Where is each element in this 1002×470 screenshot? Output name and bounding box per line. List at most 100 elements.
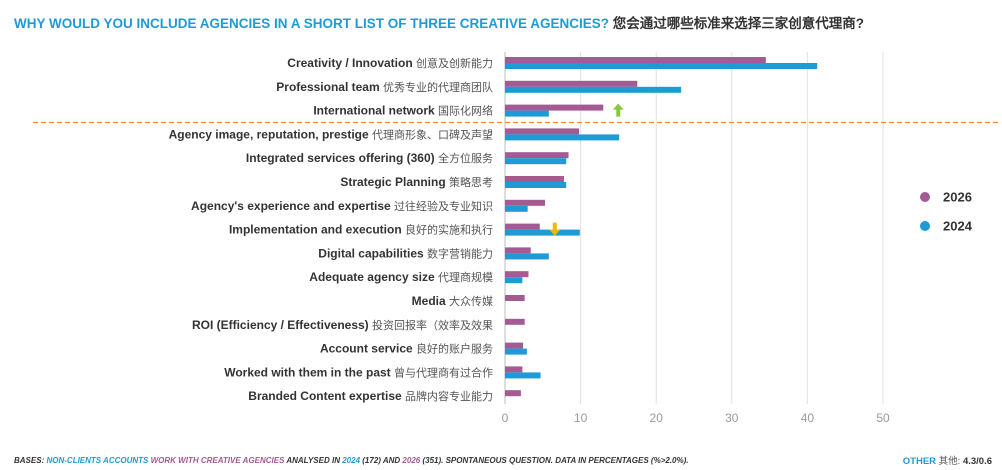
category-label: Adequate agency size 代理商规模 [309, 270, 493, 284]
category-label-zh: 过往经验及专业知识 [394, 199, 493, 213]
category-label-zh: 策略思考 [449, 175, 493, 189]
category-label-en: International network [313, 104, 438, 118]
other-value: 4.3/0.6 [962, 456, 992, 467]
chart-title-en: WHY WOULD YOU INCLUDE AGENCIES IN A SHOR… [14, 16, 610, 31]
footer-year-2026: 2026 [402, 456, 421, 465]
category-label: Creativity / Innovation 创意及创新能力 [287, 56, 493, 70]
category-label: Implementation and execution 良好的实施和执行 [229, 223, 493, 237]
category-label: Media 大众传媒 [412, 294, 493, 308]
bar-2026 [505, 176, 564, 182]
chart-title-zh: 您会通过哪些标准来选择三家创意代理商? [612, 16, 865, 31]
category-label-en: Professional team [276, 80, 383, 94]
footer-year-2024: 2024 [342, 456, 361, 465]
bar-2026 [505, 152, 569, 159]
bar-2026 [505, 271, 529, 278]
category-label-zh: 代理商规模 [438, 270, 493, 284]
category-label: International network 国际化网络 [313, 104, 493, 118]
footer-bases: BASES: NON-CLIENTS ACCOUNTS WORK WITH CR… [14, 456, 689, 465]
bar-2024 [505, 253, 549, 260]
legend-label-2024: 2024 [943, 219, 973, 234]
footer-other: OTHER 其他: 4.3/0.6 [903, 453, 992, 467]
category-label: Agency image, reputation, prestige 代理商形象… [169, 127, 493, 141]
category-label-en: Account service [320, 342, 416, 356]
bar-2026 [505, 80, 638, 87]
bar-2024 [505, 229, 580, 236]
bar-2024 [505, 63, 818, 69]
category-label-en: Implementation and execution [229, 223, 405, 237]
footer-n-2026: (351). SPONTANEOUS QUESTION. DATA IN PER… [422, 456, 689, 465]
trend-arrow-down-icon [549, 222, 561, 236]
category-label-zh: 国际化网络 [438, 104, 493, 118]
x-tick-label: 40 [801, 411, 815, 425]
category-label-en: Integrated services offering (360) [246, 151, 438, 165]
bar-2026 [505, 128, 580, 135]
bar-2026 [505, 295, 525, 301]
footer-work-with: WORK WITH CREATIVE AGENCIES [150, 456, 285, 465]
bar-2024 [505, 110, 549, 117]
chart-title: WHY WOULD YOU INCLUDE AGENCIES IN A SHOR… [14, 12, 994, 32]
bar-2026 [505, 390, 521, 397]
bar-2026 [505, 318, 525, 325]
category-label-en: Agency image, reputation, prestige [169, 127, 372, 141]
category-label-zh: 数字营销能力 [427, 246, 493, 260]
bar-chart: 0 10 20 30 40 50 Creativity / Innovation 创意及创新… [33, 52, 1000, 425]
category-label-zh: 创意及创新能力 [416, 56, 493, 70]
bar-2024 [505, 86, 682, 93]
footer-analysed-in: ANALYSED IN [286, 456, 340, 465]
category-label-en: Creativity / Innovation [287, 56, 416, 70]
x-tick-label: 20 [650, 411, 664, 425]
legend-label-2026: 2026 [943, 190, 972, 205]
bar-2024 [505, 348, 527, 355]
bar-2024 [505, 182, 567, 188]
category-label-en: Worked with them in the past [224, 365, 394, 379]
x-tick-label: 10 [574, 411, 588, 425]
bar-2024 [505, 205, 528, 212]
category-label-zh: 全方位服务 [438, 151, 493, 165]
category-label-en: ROI (Efficiency / Effectiveness) [192, 318, 372, 332]
category-label: Digital capabilities 数字营销能力 [318, 246, 493, 260]
category-label: Strategic Planning 策略思考 [340, 175, 493, 189]
bar-2024 [505, 158, 567, 165]
category-label-zh: 品牌内容专业能力 [405, 389, 493, 403]
category-label-en: Branded Content expertise [248, 389, 405, 403]
legend-marker-2024 [920, 221, 930, 231]
category-label-zh: 投资回报率（效率及效果 [372, 318, 493, 332]
bar-2024 [505, 277, 523, 284]
bar-2024 [505, 372, 541, 379]
category-label-zh: 代理商形象、口碑及声望 [372, 127, 493, 141]
other-zh: 其他: [938, 456, 961, 467]
category-label: Branded Content expertise 品牌内容专业能力 [248, 389, 493, 403]
category-label: Integrated services offering (360) 全方位服务 [246, 151, 493, 165]
footer-non-clients: NON-CLIENTS ACCOUNTS [46, 456, 149, 465]
other-label: OTHER [902, 456, 937, 467]
bar-2026 [505, 342, 524, 349]
bar-2024 [505, 134, 620, 141]
footer-n-2024: (172) AND [362, 456, 401, 465]
bar-2026 [505, 366, 523, 373]
x-tick-label: 50 [876, 411, 890, 425]
bar-2026 [505, 247, 531, 254]
category-label-zh: 良好的账户服务 [416, 342, 493, 356]
bar-2026 [505, 57, 766, 63]
category-label: Agency's experience and expertise 过往经验及专… [191, 199, 493, 213]
category-label-en: Media [412, 294, 449, 308]
category-label-zh: 大众传媒 [449, 294, 493, 308]
x-tick-label: 30 [725, 411, 739, 425]
footer-bases-label: BASES: [14, 456, 45, 465]
category-label: Worked with them in the past 曾与代理商有过合作 [224, 365, 493, 379]
bar-2026 [505, 104, 604, 111]
category-label-zh: 良好的实施和执行 [405, 223, 493, 237]
category-label: Professional team 优秀专业的代理商团队 [276, 80, 493, 94]
trend-arrow-up-icon [612, 103, 624, 117]
x-tick-label: 0 [502, 411, 509, 425]
category-label: ROI (Efficiency / Effectiveness) 投资回报率（效… [192, 318, 493, 332]
legend-marker-2026 [920, 192, 930, 202]
bar-2026 [505, 199, 546, 206]
category-label-en: Agency's experience and expertise [191, 199, 394, 213]
category-label-en: Strategic Planning [340, 175, 449, 189]
category-label: Account service 良好的账户服务 [320, 342, 493, 356]
category-label-en: Digital capabilities [318, 246, 427, 260]
category-label-zh: 优秀专业的代理商团队 [383, 80, 493, 94]
bar-2026 [505, 223, 540, 230]
category-label-en: Adequate agency size [309, 270, 438, 284]
